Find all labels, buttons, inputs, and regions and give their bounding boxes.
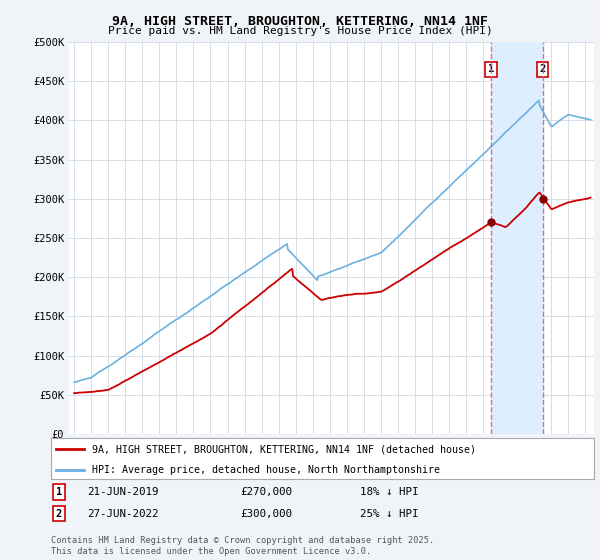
Text: 25% ↓ HPI: 25% ↓ HPI: [360, 508, 419, 519]
Text: Contains HM Land Registry data © Crown copyright and database right 2025.
This d: Contains HM Land Registry data © Crown c…: [51, 536, 434, 556]
Text: 18% ↓ HPI: 18% ↓ HPI: [360, 487, 419, 497]
Text: HPI: Average price, detached house, North Northamptonshire: HPI: Average price, detached house, Nort…: [92, 465, 440, 475]
Text: 9A, HIGH STREET, BROUGHTON, KETTERING, NN14 1NF (detached house): 9A, HIGH STREET, BROUGHTON, KETTERING, N…: [92, 445, 476, 454]
Text: £300,000: £300,000: [240, 508, 292, 519]
Text: 1: 1: [56, 487, 62, 497]
Text: 27-JUN-2022: 27-JUN-2022: [87, 508, 158, 519]
Text: £270,000: £270,000: [240, 487, 292, 497]
Text: Price paid vs. HM Land Registry's House Price Index (HPI): Price paid vs. HM Land Registry's House …: [107, 26, 493, 36]
Text: 9A, HIGH STREET, BROUGHTON, KETTERING, NN14 1NF: 9A, HIGH STREET, BROUGHTON, KETTERING, N…: [112, 15, 488, 27]
Bar: [491, 42, 542, 434]
Text: 1: 1: [488, 64, 494, 74]
Text: 2: 2: [56, 508, 62, 519]
Text: 21-JUN-2019: 21-JUN-2019: [87, 487, 158, 497]
Text: 2: 2: [539, 64, 545, 74]
